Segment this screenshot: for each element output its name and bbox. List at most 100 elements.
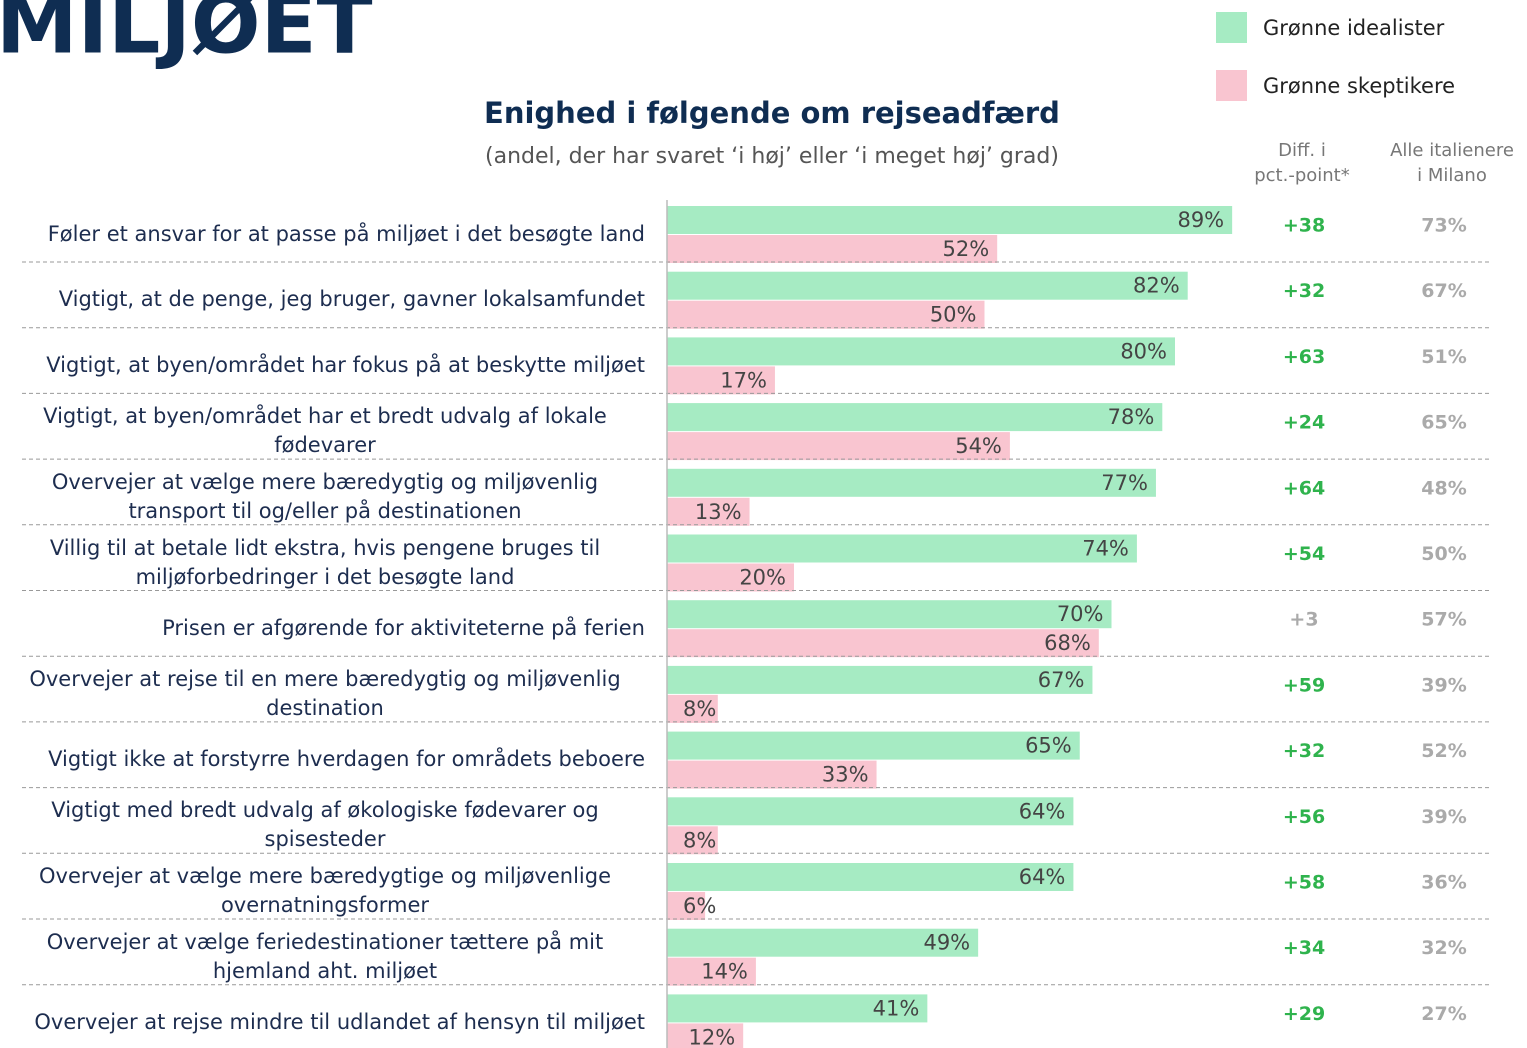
category-label: Overvejer at rejse mindre til udlandet a… (5, 992, 645, 1048)
column-value: 65% (1421, 412, 1466, 434)
bar (667, 271, 1188, 300)
column-value: 39% (1421, 806, 1466, 828)
column-value: 27% (1421, 1003, 1466, 1025)
bar (667, 1023, 744, 1048)
bar-value-label: 82% (1133, 274, 1180, 298)
category-text: Vigtigt ikke at forstyrre hverdagen for … (48, 747, 645, 772)
category-label: Vigtigt, at byen/området har fokus på at… (5, 335, 645, 395)
category-text: Villig til at betale lidt ekstra, hvis p… (49, 535, 601, 589)
bar (667, 928, 979, 957)
bar-value-label: 20% (739, 566, 786, 590)
bar (667, 600, 1112, 629)
bar-value-label: 17% (720, 368, 767, 392)
column-value: +59 (1283, 674, 1325, 696)
bar-value-label: 50% (930, 303, 977, 327)
category-text: Prisen er afgørende for aktiviteterne på… (162, 615, 645, 640)
bar (667, 337, 1175, 366)
category-label: Vigtigt ikke at forstyrre hverdagen for … (5, 730, 645, 790)
bar (667, 863, 1074, 891)
column-value: 32% (1421, 937, 1466, 959)
bar-value-label: 8% (683, 697, 716, 721)
bar (667, 731, 1080, 760)
legend-label: Grønne idealister (1263, 16, 1445, 40)
bar (667, 665, 1093, 694)
bar-value-label: 74% (1082, 537, 1129, 561)
column-value: 51% (1421, 346, 1466, 368)
column-value: +54 (1283, 543, 1325, 565)
category-text: Vigtigt med bredt udvalg af økologiske f… (51, 798, 599, 852)
column-value: 57% (1421, 609, 1466, 631)
bar-value-label: 78% (1108, 405, 1155, 429)
bar-value-label: 6% (683, 894, 716, 918)
bar (667, 235, 998, 263)
column-value: +58 (1283, 872, 1325, 894)
bar (667, 563, 794, 592)
bar (667, 432, 1010, 461)
column-value: +63 (1283, 346, 1325, 368)
bar-value-label: 49% (923, 931, 970, 955)
category-text: Overvejer at rejse mindre til udlandet a… (34, 1009, 645, 1034)
bar-value-label: 89% (1177, 208, 1224, 232)
bar (667, 994, 928, 1023)
bar (667, 403, 1163, 432)
column-header: Alle italienere i Milano (1390, 140, 1514, 186)
category-text: Overvejer at vælge mere bæredygtige og m… (38, 864, 611, 917)
bar-value-label: 14% (701, 960, 748, 984)
bar-value-label: 77% (1101, 471, 1148, 495)
category-label: Vigtigt, at byen/området har et bredt ud… (5, 401, 645, 461)
bar (667, 957, 756, 986)
bar (667, 797, 1074, 826)
bar (667, 497, 750, 526)
category-text: Vigtigt, at byen/området har et bredt ud… (43, 404, 607, 458)
category-label: Vigtigt, at de penge, jeg bruger, gavner… (5, 270, 645, 330)
column-value: 50% (1421, 543, 1466, 565)
column-value: 73% (1421, 215, 1466, 237)
chart-subtitle: (andel, der har svaret ‘i høj’ eller ‘i … (485, 144, 1059, 169)
bar (667, 760, 877, 789)
column-value: +32 (1283, 280, 1325, 302)
bar (667, 366, 775, 395)
bar (667, 826, 718, 855)
category-text: Føler et ansvar for at passe på miljøet … (47, 221, 645, 246)
category-label: Overvejer at vælge mere bæredygtig og mi… (5, 467, 645, 527)
bar (667, 534, 1137, 563)
bar (667, 468, 1156, 497)
bar (667, 206, 1233, 234)
bar (667, 629, 1099, 658)
bar-value-label: 12% (689, 1025, 736, 1048)
category-label: Villig til at betale lidt ekstra, hvis p… (5, 533, 645, 593)
bar-value-label: 68% (1044, 631, 1091, 655)
legend-swatch (1216, 70, 1247, 101)
bar-value-label: 70% (1057, 602, 1104, 626)
category-label: Overvejer at rejse til en mere bæredygti… (5, 664, 645, 724)
category-text: Overvejer at vælge mere bæredygtig og mi… (51, 469, 599, 523)
category-label: Prisen er afgørende for aktiviteterne på… (5, 598, 645, 658)
bar-value-label: 67% (1038, 668, 1085, 692)
column-value: 36% (1421, 872, 1466, 894)
bar-value-label: 64% (1019, 865, 1066, 889)
bar (667, 300, 985, 329)
category-text: Overvejer at vælge feriedestinationer tæ… (46, 929, 604, 983)
category-label: Overvejer at vælge mere bæredygtige og m… (5, 861, 645, 921)
column-header: Diff. i pct.-point* (1254, 140, 1350, 186)
category-text: Vigtigt, at de penge, jeg bruger, gavner… (58, 287, 645, 312)
bar-value-label: 13% (695, 500, 742, 524)
bar (667, 694, 718, 723)
column-value: +29 (1283, 1003, 1325, 1025)
column-value: 39% (1421, 674, 1466, 696)
column-value: +56 (1283, 806, 1325, 828)
column-value: 52% (1421, 740, 1466, 762)
category-text: Vigtigt, at byen/området har fokus på at… (46, 352, 645, 377)
bar-value-label: 8% (683, 828, 716, 852)
column-value: +3 (1289, 609, 1318, 631)
bar-value-label: 64% (1019, 799, 1066, 823)
chart-title: Enighed i følgende om rejseadfærd (484, 96, 1060, 130)
bar-value-label: 80% (1120, 339, 1167, 363)
category-label: Føler et ansvar for at passe på miljøet … (5, 204, 645, 264)
column-value: +32 (1283, 740, 1325, 762)
bar-value-label: 54% (955, 434, 1002, 458)
legend-label: Grønne skeptikere (1263, 74, 1455, 98)
column-value: +24 (1283, 412, 1325, 434)
